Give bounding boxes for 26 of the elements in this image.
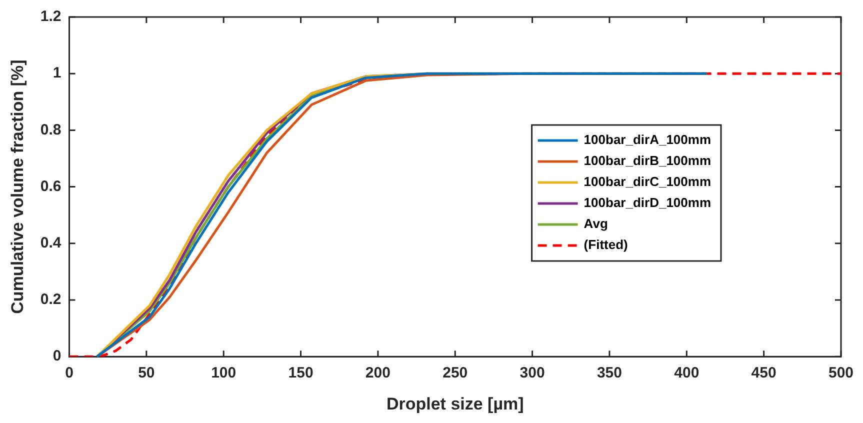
x-tick-label: 50 xyxy=(138,364,155,382)
legend-label: 100bar_dirB_100mm xyxy=(584,153,712,168)
x-tick-label: 350 xyxy=(596,364,622,382)
x-tick-label: 400 xyxy=(674,364,700,382)
x-tick-label: 500 xyxy=(828,364,854,382)
legend-label: 100bar_dirC_100mm xyxy=(584,174,712,190)
x-tick-label: 250 xyxy=(442,364,468,382)
x-tick-label: 300 xyxy=(520,364,545,382)
x-axis-title: Droplet size [µm] xyxy=(386,394,524,414)
x-tick-label: 450 xyxy=(751,364,776,382)
y-tick-label: 1.2 xyxy=(40,8,62,26)
y-tick-label: 0 xyxy=(52,348,62,365)
x-tick-label: 100 xyxy=(211,364,236,382)
y-tick-label: 0.2 xyxy=(40,291,62,308)
legend-label: 100bar_dirD_100mm xyxy=(584,195,712,210)
legend-label: Avg xyxy=(584,216,608,232)
x-tick-label: 0 xyxy=(65,364,74,382)
y-axis-title: Cumulative volume fraction [%] xyxy=(8,60,27,314)
y-tick-label: 0.8 xyxy=(40,121,62,138)
y-tick-label: 1 xyxy=(52,64,62,82)
x-tick-label: 200 xyxy=(365,364,390,382)
legend-label: (Fitted) xyxy=(584,237,628,252)
y-tick-label: 0.6 xyxy=(40,178,62,195)
x-tick-label: 150 xyxy=(288,364,314,382)
y-tick-label: 0.4 xyxy=(40,234,62,252)
legend-label: 100bar_dirA_100mm xyxy=(584,132,712,148)
